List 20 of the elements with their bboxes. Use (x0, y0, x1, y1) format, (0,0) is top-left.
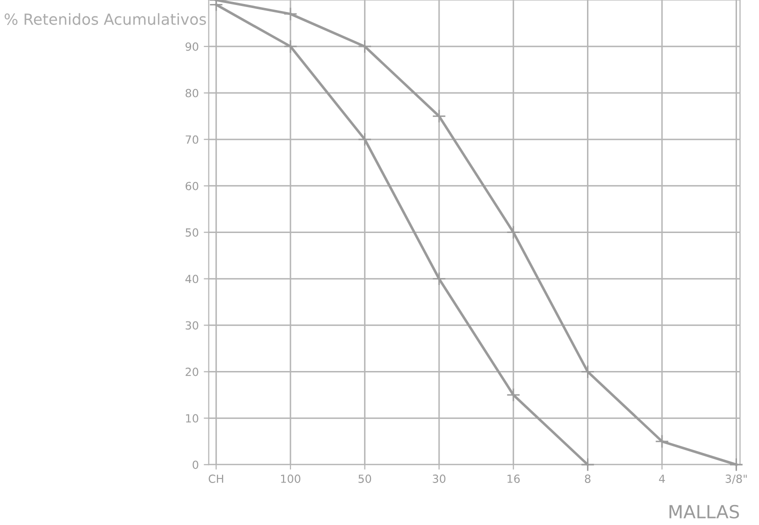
y-tick-label: 70 (186, 135, 198, 144)
y-axis-title: % Retenidos Acumulativos (4, 13, 206, 25)
y-tick-label: 0 (192, 460, 198, 470)
x-tick-label: 3/8" (726, 474, 747, 484)
y-tick-label: 10 (186, 414, 198, 423)
x-axis-title: MALLAS (670, 504, 740, 519)
x-tick-label: 4 (659, 474, 665, 483)
x-tick-label: 50 (358, 474, 372, 483)
y-tick-label: 20 (186, 368, 198, 376)
x-tick-label: 8 (584, 474, 590, 483)
x-tick-label: 30 (432, 474, 446, 483)
y-tick-label: 60 (186, 182, 198, 190)
y-tick-label: 50 (186, 228, 198, 237)
x-tick-label: CH (208, 474, 224, 483)
y-tick-label: 80 (186, 88, 198, 98)
y-tick-label: 30 (186, 321, 198, 330)
y-tick-label: 90 (186, 42, 198, 51)
x-tick-label: 100 (281, 474, 300, 483)
x-tick-label: 16 (508, 474, 520, 483)
y-tick-label: 40 (185, 274, 198, 284)
